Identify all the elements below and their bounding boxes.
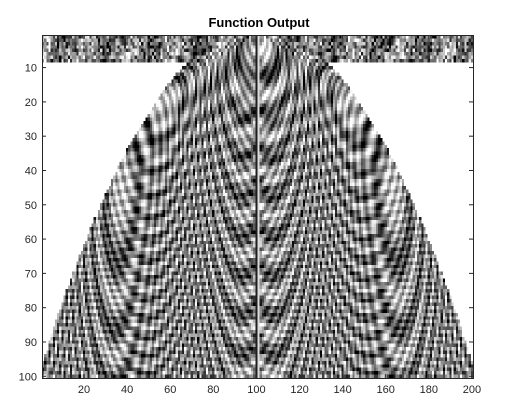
y-tick-label: 70	[25, 268, 37, 280]
x-tick-label: 60	[164, 384, 176, 396]
y-tick-label: 60	[25, 234, 37, 246]
y-tick-label: 30	[25, 131, 37, 143]
x-tick-label: 140	[333, 384, 351, 396]
y-tick-label: 50	[25, 200, 37, 212]
y-axis: 10 20 30 40 50 60 70 80 90 100	[19, 63, 473, 383]
x-tick-label: 100	[247, 384, 265, 396]
x-tick-label: 180	[420, 384, 438, 396]
x-tick-label: 80	[207, 384, 219, 396]
plot-area	[42, 35, 474, 379]
x-tick-label: 120	[290, 384, 308, 396]
x-axis: 20 40 60 80 100 120 140 160 180 200	[78, 35, 481, 396]
y-tick-label: 80	[25, 303, 37, 315]
x-tick-label: 40	[121, 384, 133, 396]
y-tick-label: 90	[25, 337, 37, 349]
y-tick-label: 100	[19, 371, 37, 383]
y-tick-label: 40	[25, 165, 37, 177]
y-tick-label: 20	[25, 97, 37, 109]
x-tick-label: 160	[377, 384, 395, 396]
x-tick-label: 200	[463, 384, 481, 396]
y-tick-label: 10	[25, 63, 37, 75]
chart-title: Function Output	[208, 15, 310, 30]
x-tick-label: 20	[78, 384, 90, 396]
heatmap-image	[42, 35, 473, 378]
axes-box	[42, 35, 474, 379]
